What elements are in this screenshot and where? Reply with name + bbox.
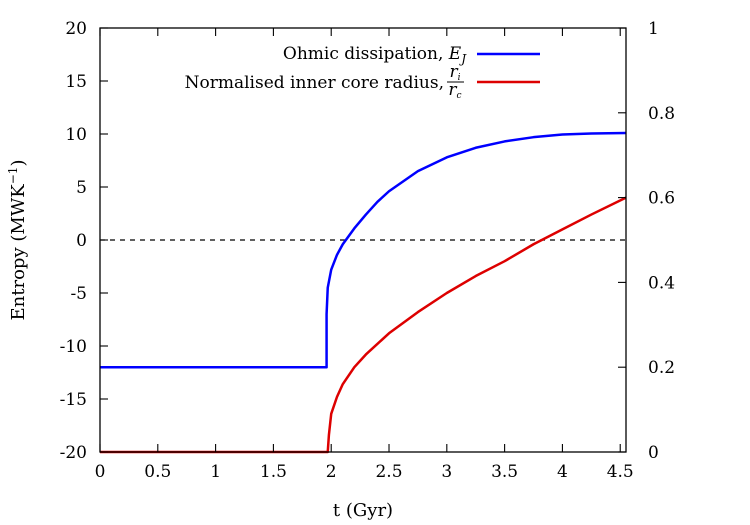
x-tick-label: 4.5 xyxy=(607,462,634,482)
y-right-ticks: 0 0.2 0.4 0.6 0.8 1 xyxy=(618,19,675,463)
y-left-ticks: -20 -15 -10 -5 0 5 10 15 20 xyxy=(60,19,108,463)
y-left-tick-label: 15 xyxy=(65,72,87,92)
y-right-tick-label: 0.8 xyxy=(648,104,675,124)
svg-text:rc: rc xyxy=(448,80,461,101)
y-axis-label: Entropy (MWK−1) xyxy=(6,160,29,321)
x-tick-label: 2.5 xyxy=(375,462,402,482)
legend: Ohmic dissipation, EJ Normalised inner c… xyxy=(185,44,540,101)
y-left-tick-label: -10 xyxy=(60,337,87,357)
y-left-tick-label: 5 xyxy=(76,178,87,198)
y-right-tick-label: 0.2 xyxy=(648,358,675,378)
y-right-tick-label: 1 xyxy=(648,19,659,39)
x-tick-label: 3 xyxy=(441,462,452,482)
x-ticks: 0 0.5 1 1.5 2 2.5 3 3.5 4 4.5 xyxy=(95,28,634,482)
y-left-tick-label: -5 xyxy=(70,284,87,304)
svg-text:ri: ri xyxy=(449,62,460,83)
svg-text:Entropy (MWK−1): Entropy (MWK−1) xyxy=(6,160,29,321)
x-tick-label: 3.5 xyxy=(491,462,518,482)
y-axis-label-main: Entropy (MWK xyxy=(8,184,29,321)
x-tick-label: 0.5 xyxy=(144,462,171,482)
series-layer xyxy=(100,131,627,454)
x-tick-label: 2 xyxy=(326,462,337,482)
x-tick-label: 4 xyxy=(557,462,568,482)
y-left-tick-label: -15 xyxy=(60,390,87,410)
x-tick-label: 1 xyxy=(210,462,221,482)
y-left-tick-label: -20 xyxy=(60,443,87,463)
legend-ohmic-label: Ohmic dissipation, EJ xyxy=(283,44,467,66)
y-left-tick-label: 0 xyxy=(76,231,87,251)
y-left-tick-label: 10 xyxy=(65,125,87,145)
y-right-tick-label: 0 xyxy=(648,443,659,463)
y-left-tick-label: 20 xyxy=(65,19,87,39)
y-right-tick-label: 0.6 xyxy=(648,189,675,209)
legend-radius-fraction: ri rc xyxy=(447,62,464,101)
x-tick-label: 0 xyxy=(95,462,106,482)
legend-radius-label: Normalised inner core radius, xyxy=(185,73,444,93)
y-axis-label-close: ) xyxy=(8,160,29,167)
x-axis-label: t (Gyr) xyxy=(333,500,393,521)
y-axis-label-superscript: −1 xyxy=(6,167,20,185)
ohmic-dissipation-line xyxy=(100,131,627,369)
y-right-tick-label: 0.4 xyxy=(648,273,675,293)
x-tick-label: 1.5 xyxy=(260,462,287,482)
inner-core-radius-line xyxy=(100,196,627,454)
